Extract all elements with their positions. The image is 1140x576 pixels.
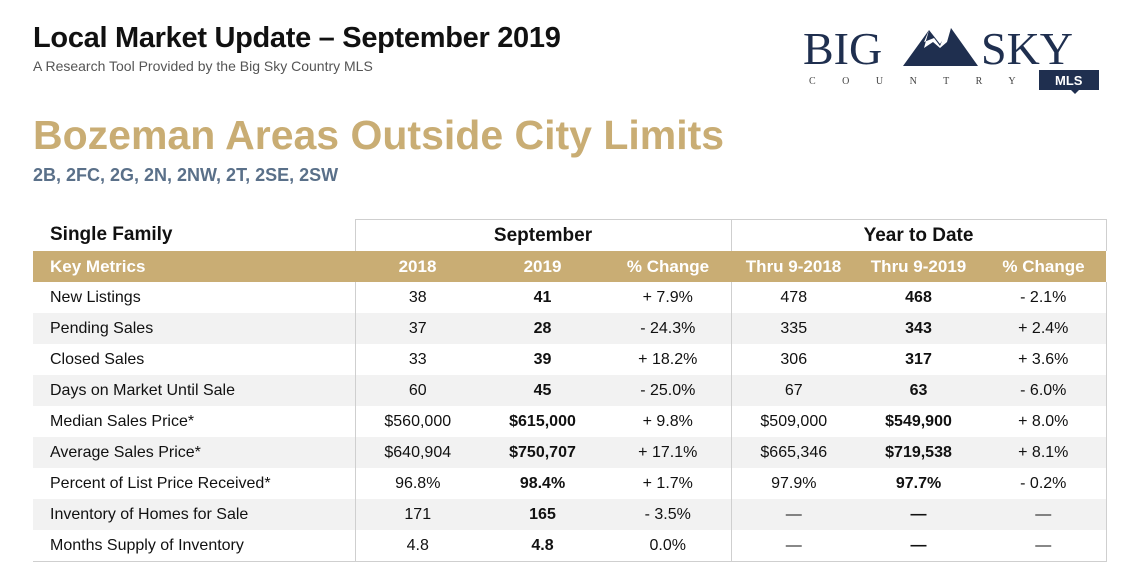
column-header-row: Key Metrics 2018 2019 % Change Thru 9-20… xyxy=(33,251,1107,282)
sep-2018-value: 171 xyxy=(354,499,480,530)
sep-change-value: + 18.2% xyxy=(638,350,698,368)
sep-2018-value: 60 xyxy=(354,375,480,406)
ytd-2019-value: 317 xyxy=(905,350,932,368)
ytd-2019-value: — xyxy=(856,499,982,530)
table-row: Pending Sales 37 28 - 24.3% 335 343 + 2.… xyxy=(33,313,1107,344)
ytd-2018-value: 306 xyxy=(730,344,857,375)
ytd-2019-value: 468 xyxy=(905,288,932,306)
ytd-change-value: - 0.2% xyxy=(981,468,1107,499)
ytd-change-value: + 3.6% xyxy=(981,344,1107,375)
ytd-change-value: — xyxy=(981,499,1107,530)
metric-label: Percent of List Price Received* xyxy=(50,474,271,492)
sep-2019-value: 39 xyxy=(533,350,552,368)
sep-2019-value: $615,000 xyxy=(509,412,576,430)
metric-label: Months Supply of Inventory xyxy=(33,530,355,562)
ytd-2019-value: 63 xyxy=(856,375,982,406)
sep-2018-value: $560,000 xyxy=(354,406,480,437)
sep-2019-value: 45 xyxy=(480,375,605,406)
ytd-2019-value: — xyxy=(856,530,982,562)
metric-label: Days on Market Until Sale xyxy=(33,375,355,406)
group-september: September xyxy=(354,219,732,251)
report-subtitle: A Research Tool Provided by the Big Sky … xyxy=(33,58,373,74)
logo-word-right: SKY xyxy=(981,23,1073,74)
metric-label: Inventory of Homes for Sale xyxy=(33,499,355,530)
ytd-2019-value: 343 xyxy=(856,313,982,344)
sep-change-value: + 9.8% xyxy=(642,412,693,430)
sep-change-value: + 1.7% xyxy=(642,474,693,492)
sep-2019-value: 98.4% xyxy=(519,474,566,492)
sep-2018-value: 38 xyxy=(354,282,480,313)
sep-2019-value: $750,707 xyxy=(480,437,605,468)
ytd-change-value: - 2.1% xyxy=(981,282,1107,313)
table-row: Average Sales Price* $640,904 $750,707 +… xyxy=(33,437,1107,468)
ytd-change-value: — xyxy=(981,530,1107,562)
report-title: Local Market Update – September 2019 xyxy=(33,22,561,54)
sep-change-value: + 7.9% xyxy=(642,288,693,306)
area-title: Bozeman Areas Outside City Limits xyxy=(33,112,725,158)
sep-2018-value: 4.8 xyxy=(354,530,480,562)
logo-tagline: C O U N T R Y xyxy=(809,76,1028,87)
column-header-2018: 2018 xyxy=(355,251,480,282)
sep-change-value: - 24.3% xyxy=(605,313,732,344)
ytd-2018-value: 478 xyxy=(730,282,857,313)
sep-change-value: - 25.0% xyxy=(605,375,732,406)
ytd-2018-value: 67 xyxy=(730,375,857,406)
ytd-2018-value: — xyxy=(730,530,857,562)
metric-label: Median Sales Price* xyxy=(50,412,195,430)
ytd-change-value: + 8.1% xyxy=(981,437,1107,468)
metric-label: New Listings xyxy=(50,288,141,306)
ytd-2019-value: $549,900 xyxy=(885,412,952,430)
sep-change-value: - 3.5% xyxy=(605,499,732,530)
group-year-to-date: Year to Date xyxy=(730,219,1107,251)
table-row: Percent of List Price Received* 96.8% 98… xyxy=(33,468,1107,499)
sep-2019-value: 41 xyxy=(533,288,552,306)
sep-2018-value: 37 xyxy=(354,313,480,344)
sep-2018-value: 33 xyxy=(354,344,480,375)
table-row: Inventory of Homes for Sale 171 165 - 3.… xyxy=(33,499,1107,530)
ytd-2018-value: — xyxy=(730,499,857,530)
sep-change-value: + 17.1% xyxy=(605,437,732,468)
table-row: New Listings 38 41 + 7.9% 478 468 - 2.1% xyxy=(33,282,1107,313)
column-header-ytd-change: % Change xyxy=(981,251,1107,282)
table-row: Closed Sales 33 39 + 18.2% 306 317 + 3.6… xyxy=(33,344,1107,375)
table-row: Months Supply of Inventory 4.8 4.8 0.0% … xyxy=(33,530,1107,562)
logo-word-left: BIG xyxy=(803,23,882,74)
column-header-thru-9-2018: Thru 9-2018 xyxy=(731,251,857,282)
market-metrics-table: Single Family September Year to Date Key… xyxy=(33,219,1107,562)
group-header-row: Single Family September Year to Date xyxy=(33,219,1107,251)
column-header-2019: 2019 xyxy=(480,251,605,282)
montana-badge: MLS xyxy=(1039,70,1099,94)
metric-label: Pending Sales xyxy=(33,313,355,344)
column-header-thru-9-2019: Thru 9-2019 xyxy=(856,251,982,282)
column-header-key-metrics: Key Metrics xyxy=(33,251,355,282)
mountain-icon xyxy=(903,28,978,66)
sep-2018-value: $640,904 xyxy=(354,437,480,468)
logo-badge-text: MLS xyxy=(1055,73,1083,88)
ytd-2018-value: 335 xyxy=(730,313,857,344)
sep-2018-value: 96.8% xyxy=(354,468,480,499)
ytd-change-value: + 8.0% xyxy=(981,406,1107,437)
sep-2019-value: 28 xyxy=(480,313,605,344)
ytd-change-value: - 6.0% xyxy=(981,375,1107,406)
sep-2019-value: 4.8 xyxy=(480,530,605,562)
ytd-2018-value: $665,346 xyxy=(730,437,857,468)
ytd-2018-value: 97.9% xyxy=(730,468,857,499)
ytd-change-value: + 2.4% xyxy=(981,313,1107,344)
big-sky-country-mls-logo: BIG SKY C O U N T R Y MLS xyxy=(803,23,1099,94)
table-row: Days on Market Until Sale 60 45 - 25.0% … xyxy=(33,375,1107,406)
metric-label: Average Sales Price* xyxy=(33,437,355,468)
sep-change-value: 0.0% xyxy=(605,530,732,562)
sep-2019-value: 165 xyxy=(480,499,605,530)
ytd-2019-value: 97.7% xyxy=(895,474,942,492)
category-label: Single Family xyxy=(50,224,173,246)
column-header-sep-change: % Change xyxy=(605,251,732,282)
metric-label: Closed Sales xyxy=(50,350,145,368)
ytd-2019-value: $719,538 xyxy=(856,437,982,468)
table-row: Median Sales Price* $560,000 $615,000 + … xyxy=(33,406,1107,437)
ytd-2018-value: $509,000 xyxy=(730,406,857,437)
area-codes: 2B, 2FC, 2G, 2N, 2NW, 2T, 2SE, 2SW xyxy=(33,165,339,185)
